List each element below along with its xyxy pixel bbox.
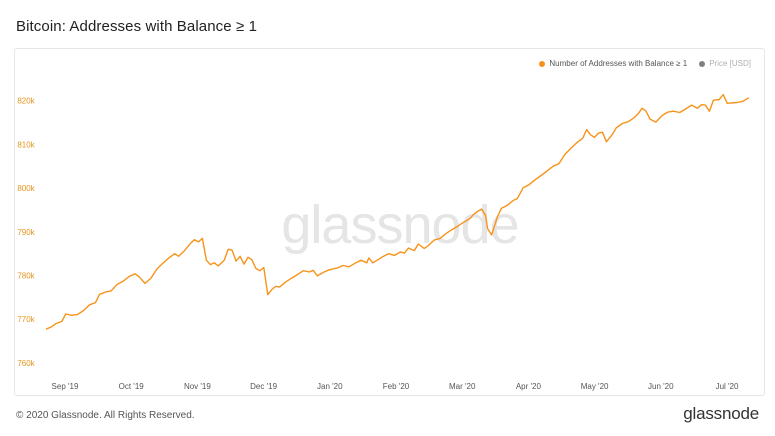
x-tick-label: May '20 <box>581 382 609 391</box>
copyright-text: © 2020 Glassnode. All Rights Reserved. <box>16 410 195 421</box>
legend-item-addresses[interactable]: Number of Addresses with Balance ≥ 1 <box>539 59 687 68</box>
glassnode-logo[interactable]: glassnode <box>683 404 759 423</box>
y-tick-label: 790k <box>17 228 35 237</box>
y-tick-label: 770k <box>17 315 35 324</box>
series-line-addresses[interactable] <box>45 93 750 330</box>
y-axis: 760k 770k 780k 790k 800k 810k 820k <box>17 97 35 368</box>
legend-dot-icon <box>699 60 706 67</box>
y-tick-label: 800k <box>17 184 35 193</box>
x-tick-label: Sep '19 <box>52 382 79 391</box>
x-tick-label: Jun '20 <box>648 382 674 391</box>
chart-legend: Number of Addresses with Balance ≥ 1 Pri… <box>539 59 751 68</box>
x-tick-label: Jul '20 <box>716 382 739 391</box>
x-tick-label: Dec '19 <box>250 382 277 391</box>
y-tick-label: 820k <box>17 97 35 106</box>
y-tick-label: 810k <box>17 140 35 149</box>
x-tick-label: Apr '20 <box>516 382 542 391</box>
chart-card <box>14 48 765 396</box>
legend-item-price[interactable]: Price [USD] <box>699 59 751 68</box>
x-tick-label: Feb '20 <box>383 382 410 391</box>
page-title: Bitcoin: Addresses with Balance ≥ 1 <box>16 18 258 35</box>
x-tick-label: Mar '20 <box>449 382 476 391</box>
legend-label-price: Price [USD] <box>709 59 751 68</box>
y-tick-label: 760k <box>17 359 35 368</box>
watermark-text: glassnode <box>281 195 518 255</box>
y-tick-label: 780k <box>17 272 35 281</box>
x-axis: Sep '19 Oct '19 Nov '19 Dec '19 Jan '20 Feb '… <box>52 382 739 391</box>
x-tick-label: Nov '19 <box>184 382 211 391</box>
legend-dot-icon <box>539 60 546 67</box>
x-tick-label: Oct '19 <box>119 382 145 391</box>
legend-label-addresses: Number of Addresses with Balance ≥ 1 <box>549 59 688 68</box>
x-tick-label: Jan '20 <box>317 382 343 391</box>
